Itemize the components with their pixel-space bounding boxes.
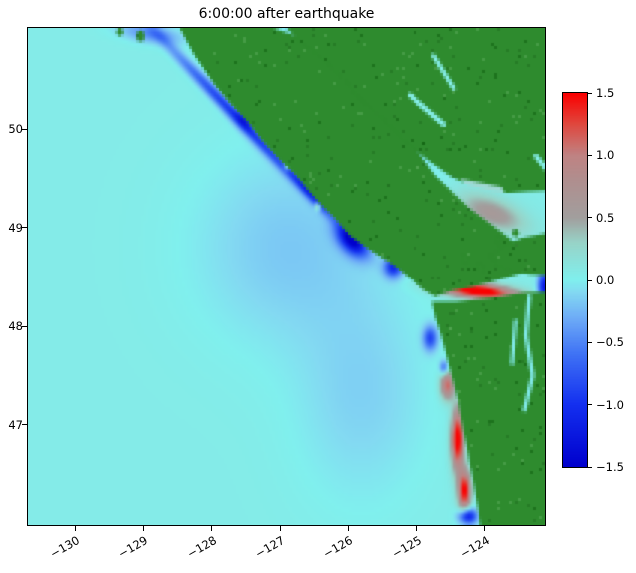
colorbar-tick-mark <box>588 92 592 94</box>
colorbar-tick-mark <box>588 341 592 343</box>
x-tick-label: −127 <box>252 533 287 561</box>
colorbar-tick-label: 1.0 <box>596 148 615 163</box>
y-tick-mark <box>22 128 28 130</box>
colorbar-tick-mark <box>588 466 592 468</box>
colorbar <box>562 92 588 468</box>
colorbar-tick-label: 1.5 <box>596 86 615 100</box>
x-tick-mark <box>279 525 281 531</box>
colorbar-tick-mark <box>588 404 592 406</box>
x-tick-mark <box>142 525 144 531</box>
colorbar-tick-label: −0.5 <box>596 335 624 350</box>
x-tick-mark <box>74 525 76 531</box>
colorbar-tick-mark <box>588 154 592 156</box>
y-tick-mark <box>22 227 28 229</box>
y-tick-label: 48 <box>8 319 23 334</box>
colorbar-tick-label: 0.0 <box>596 273 615 287</box>
colorbar-canvas <box>563 93 587 467</box>
x-tick-mark <box>347 525 349 531</box>
x-tick-label: −130 <box>47 533 83 561</box>
plot-title: 6:00:00 after earthquake <box>198 6 375 22</box>
colorbar-tick-label: 0.5 <box>596 210 615 225</box>
x-tick-label: −128 <box>184 533 219 561</box>
x-tick-mark <box>211 525 213 531</box>
x-tick-mark <box>484 525 486 531</box>
map-plot-area <box>27 27 546 526</box>
x-tick-label: −125 <box>389 533 424 561</box>
x-tick-mark <box>416 525 418 531</box>
colorbar-tick-mark <box>588 279 592 281</box>
y-tick-label: 47 <box>8 417 23 432</box>
colorbar-tick-label: −1.0 <box>596 397 624 412</box>
y-tick-mark <box>22 424 28 426</box>
y-tick-label: 50 <box>8 122 23 137</box>
heatmap-canvas <box>28 28 545 525</box>
x-tick-label: −129 <box>116 533 151 561</box>
x-tick-label: −124 <box>457 533 492 561</box>
colorbar-tick-mark <box>588 217 592 219</box>
y-tick-mark <box>22 325 28 327</box>
x-tick-label: −126 <box>320 533 356 561</box>
colorbar-tick-label: −1.5 <box>596 460 624 474</box>
y-tick-label: 49 <box>8 220 23 235</box>
